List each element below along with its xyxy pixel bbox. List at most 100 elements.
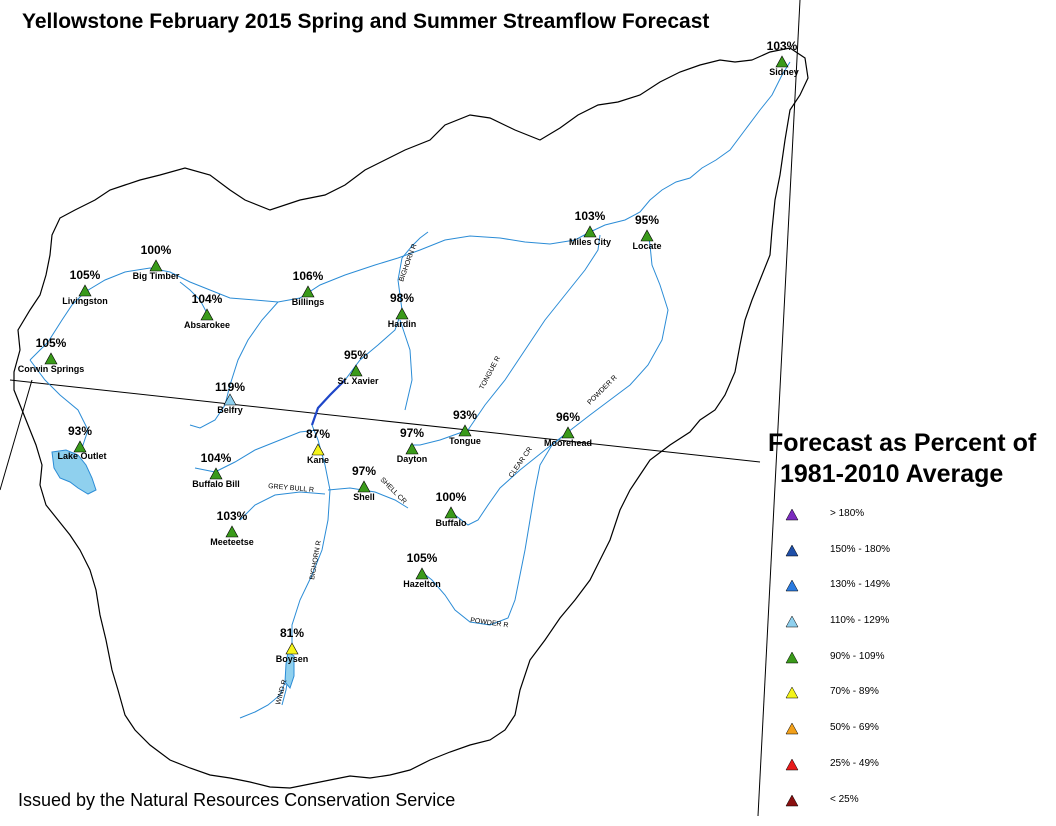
station-percent: 103% bbox=[767, 39, 798, 53]
station-triangle-icon bbox=[640, 229, 654, 242]
legend-triangle-icon bbox=[785, 509, 799, 521]
station-percent: 97% bbox=[352, 464, 376, 478]
station-name: Locate bbox=[632, 241, 661, 251]
legend-label: < 25% bbox=[830, 793, 859, 805]
station-percent: 97% bbox=[400, 426, 424, 440]
station-name: Dayton bbox=[397, 454, 428, 464]
station-hazelton[interactable]: 105% Hazelton bbox=[403, 551, 441, 589]
station-lake-outlet[interactable]: 93% Lake Outlet bbox=[57, 424, 106, 461]
station-boysen[interactable]: 81% Boysen bbox=[276, 626, 309, 664]
legend-triangle-icon bbox=[785, 723, 799, 735]
station-triangle-icon bbox=[301, 285, 315, 298]
station-buffalo[interactable]: 100% Buffalo bbox=[436, 490, 467, 528]
river-label: POWDER R bbox=[470, 617, 509, 629]
legend-label: 70% - 89% bbox=[830, 686, 879, 698]
legend-label: 25% - 49% bbox=[830, 757, 879, 769]
station-name: Buffalo bbox=[436, 518, 467, 528]
station-name: Livingston bbox=[62, 296, 108, 306]
station-triangle-icon bbox=[73, 440, 87, 453]
legend-title-line2: 1981-2010 Average bbox=[780, 460, 1004, 488]
station-hardin[interactable]: 98% Hardin bbox=[388, 291, 417, 329]
legend-label: > 180% bbox=[830, 508, 865, 519]
station-kane[interactable]: 87% Kane bbox=[306, 427, 330, 465]
legend-triangle-icon bbox=[785, 544, 799, 556]
state-boundaries bbox=[0, 0, 801, 816]
station-name: Belfry bbox=[217, 405, 243, 415]
station-locate[interactable]: 95% Locate bbox=[632, 213, 661, 251]
station-markers: 103% Sidney 103% Miles City 95% Locate 1… bbox=[18, 39, 799, 664]
station-triangle-icon bbox=[200, 308, 214, 321]
station-percent: 93% bbox=[68, 424, 92, 438]
station-miles-city[interactable]: 103% Miles City bbox=[569, 209, 611, 247]
station-triangle-icon bbox=[583, 225, 597, 238]
legend-triangle-icon bbox=[785, 758, 799, 771]
station-big-timber[interactable]: 100% Big Timber bbox=[133, 243, 180, 281]
basin-outline bbox=[13, 47, 809, 789]
station-percent: 96% bbox=[556, 410, 580, 424]
station-name: Tongue bbox=[449, 436, 481, 446]
station-percent: 98% bbox=[390, 291, 414, 305]
station-percent: 105% bbox=[36, 336, 67, 350]
river-label: SHELL CR bbox=[379, 476, 408, 505]
station-triangle-icon bbox=[775, 55, 789, 68]
station-name: Absarokee bbox=[184, 320, 230, 330]
station-name: Hazelton bbox=[403, 579, 441, 589]
station-corwin-springs[interactable]: 105% Corwin Springs bbox=[18, 336, 85, 374]
station-percent: 119% bbox=[215, 380, 245, 394]
station-percent: 104% bbox=[192, 292, 223, 306]
station-moorehead[interactable]: 96% Moorehead bbox=[544, 410, 592, 448]
station-meeteetse[interactable]: 103% Meeteetse bbox=[210, 509, 254, 547]
station-shell[interactable]: 97% Shell bbox=[352, 464, 376, 502]
station-percent: 104% bbox=[201, 451, 232, 465]
station-name: Lake Outlet bbox=[57, 451, 106, 461]
station-triangle-icon bbox=[349, 364, 363, 377]
legend-title: Forecast as Percent of 1981-2010 Average bbox=[768, 428, 1036, 490]
station-sidney[interactable]: 103% Sidney bbox=[767, 39, 799, 77]
station-triangle-icon bbox=[458, 424, 472, 437]
footer-issuer: Issued by the Natural Resources Conserva… bbox=[18, 790, 456, 810]
river-label: TONGUE R bbox=[479, 355, 502, 391]
station-percent: 103% bbox=[217, 509, 248, 523]
station-percent: 106% bbox=[293, 269, 324, 283]
river-network bbox=[29, 61, 791, 719]
station-tongue[interactable]: 93% Tongue bbox=[449, 408, 481, 446]
station-buffalo-bill[interactable]: 104% Buffalo Bill bbox=[192, 451, 240, 489]
station-triangle-icon bbox=[311, 443, 325, 456]
station-name: Buffalo Bill bbox=[192, 479, 240, 489]
station-name: Shell bbox=[353, 492, 375, 502]
station-livingston[interactable]: 105% Livingston bbox=[62, 268, 108, 306]
station-name: Billings bbox=[292, 297, 325, 307]
station-absarokee[interactable]: 104% Absarokee bbox=[184, 292, 230, 330]
station-percent: 100% bbox=[141, 243, 172, 257]
legend-triangle-icon bbox=[785, 794, 799, 806]
station-triangle-icon bbox=[395, 307, 409, 320]
legend-label: 50% - 69% bbox=[830, 722, 879, 734]
river-label: GREY BULL R bbox=[268, 483, 314, 494]
station-st-xavier[interactable]: 95% St. Xavier bbox=[337, 348, 379, 386]
station-percent: 103% bbox=[575, 209, 606, 223]
map-title: Yellowstone February 2015 Spring and Sum… bbox=[22, 10, 710, 33]
station-percent: 105% bbox=[407, 551, 438, 565]
station-triangle-icon bbox=[444, 506, 458, 519]
station-name: Big Timber bbox=[133, 271, 180, 281]
station-triangle-icon bbox=[223, 393, 237, 406]
station-name: Corwin Springs bbox=[18, 364, 85, 374]
station-percent: 87% bbox=[306, 427, 330, 441]
river-label: BIGHORN R bbox=[309, 540, 323, 580]
station-percent: 100% bbox=[436, 490, 467, 504]
river-labels: BIGHORN R TONGUE R POWDER R CLEAR CR GRE… bbox=[268, 243, 619, 706]
legend-triangle-icon bbox=[785, 651, 799, 663]
bighorn-lake bbox=[310, 379, 346, 426]
legend-label: 150% - 180% bbox=[830, 543, 891, 555]
station-percent: 93% bbox=[453, 408, 477, 422]
station-belfry[interactable]: 119% Belfry bbox=[215, 380, 245, 415]
station-triangle-icon bbox=[415, 567, 429, 580]
station-percent: 105% bbox=[70, 268, 101, 282]
legend-label: 130% - 149% bbox=[830, 579, 891, 591]
legend-label: 90% - 109% bbox=[830, 650, 885, 662]
station-dayton[interactable]: 97% Dayton bbox=[397, 426, 428, 464]
station-billings[interactable]: 106% Billings bbox=[292, 269, 325, 307]
river-label: CLEAR CR bbox=[508, 446, 534, 479]
station-triangle-icon bbox=[149, 259, 163, 272]
